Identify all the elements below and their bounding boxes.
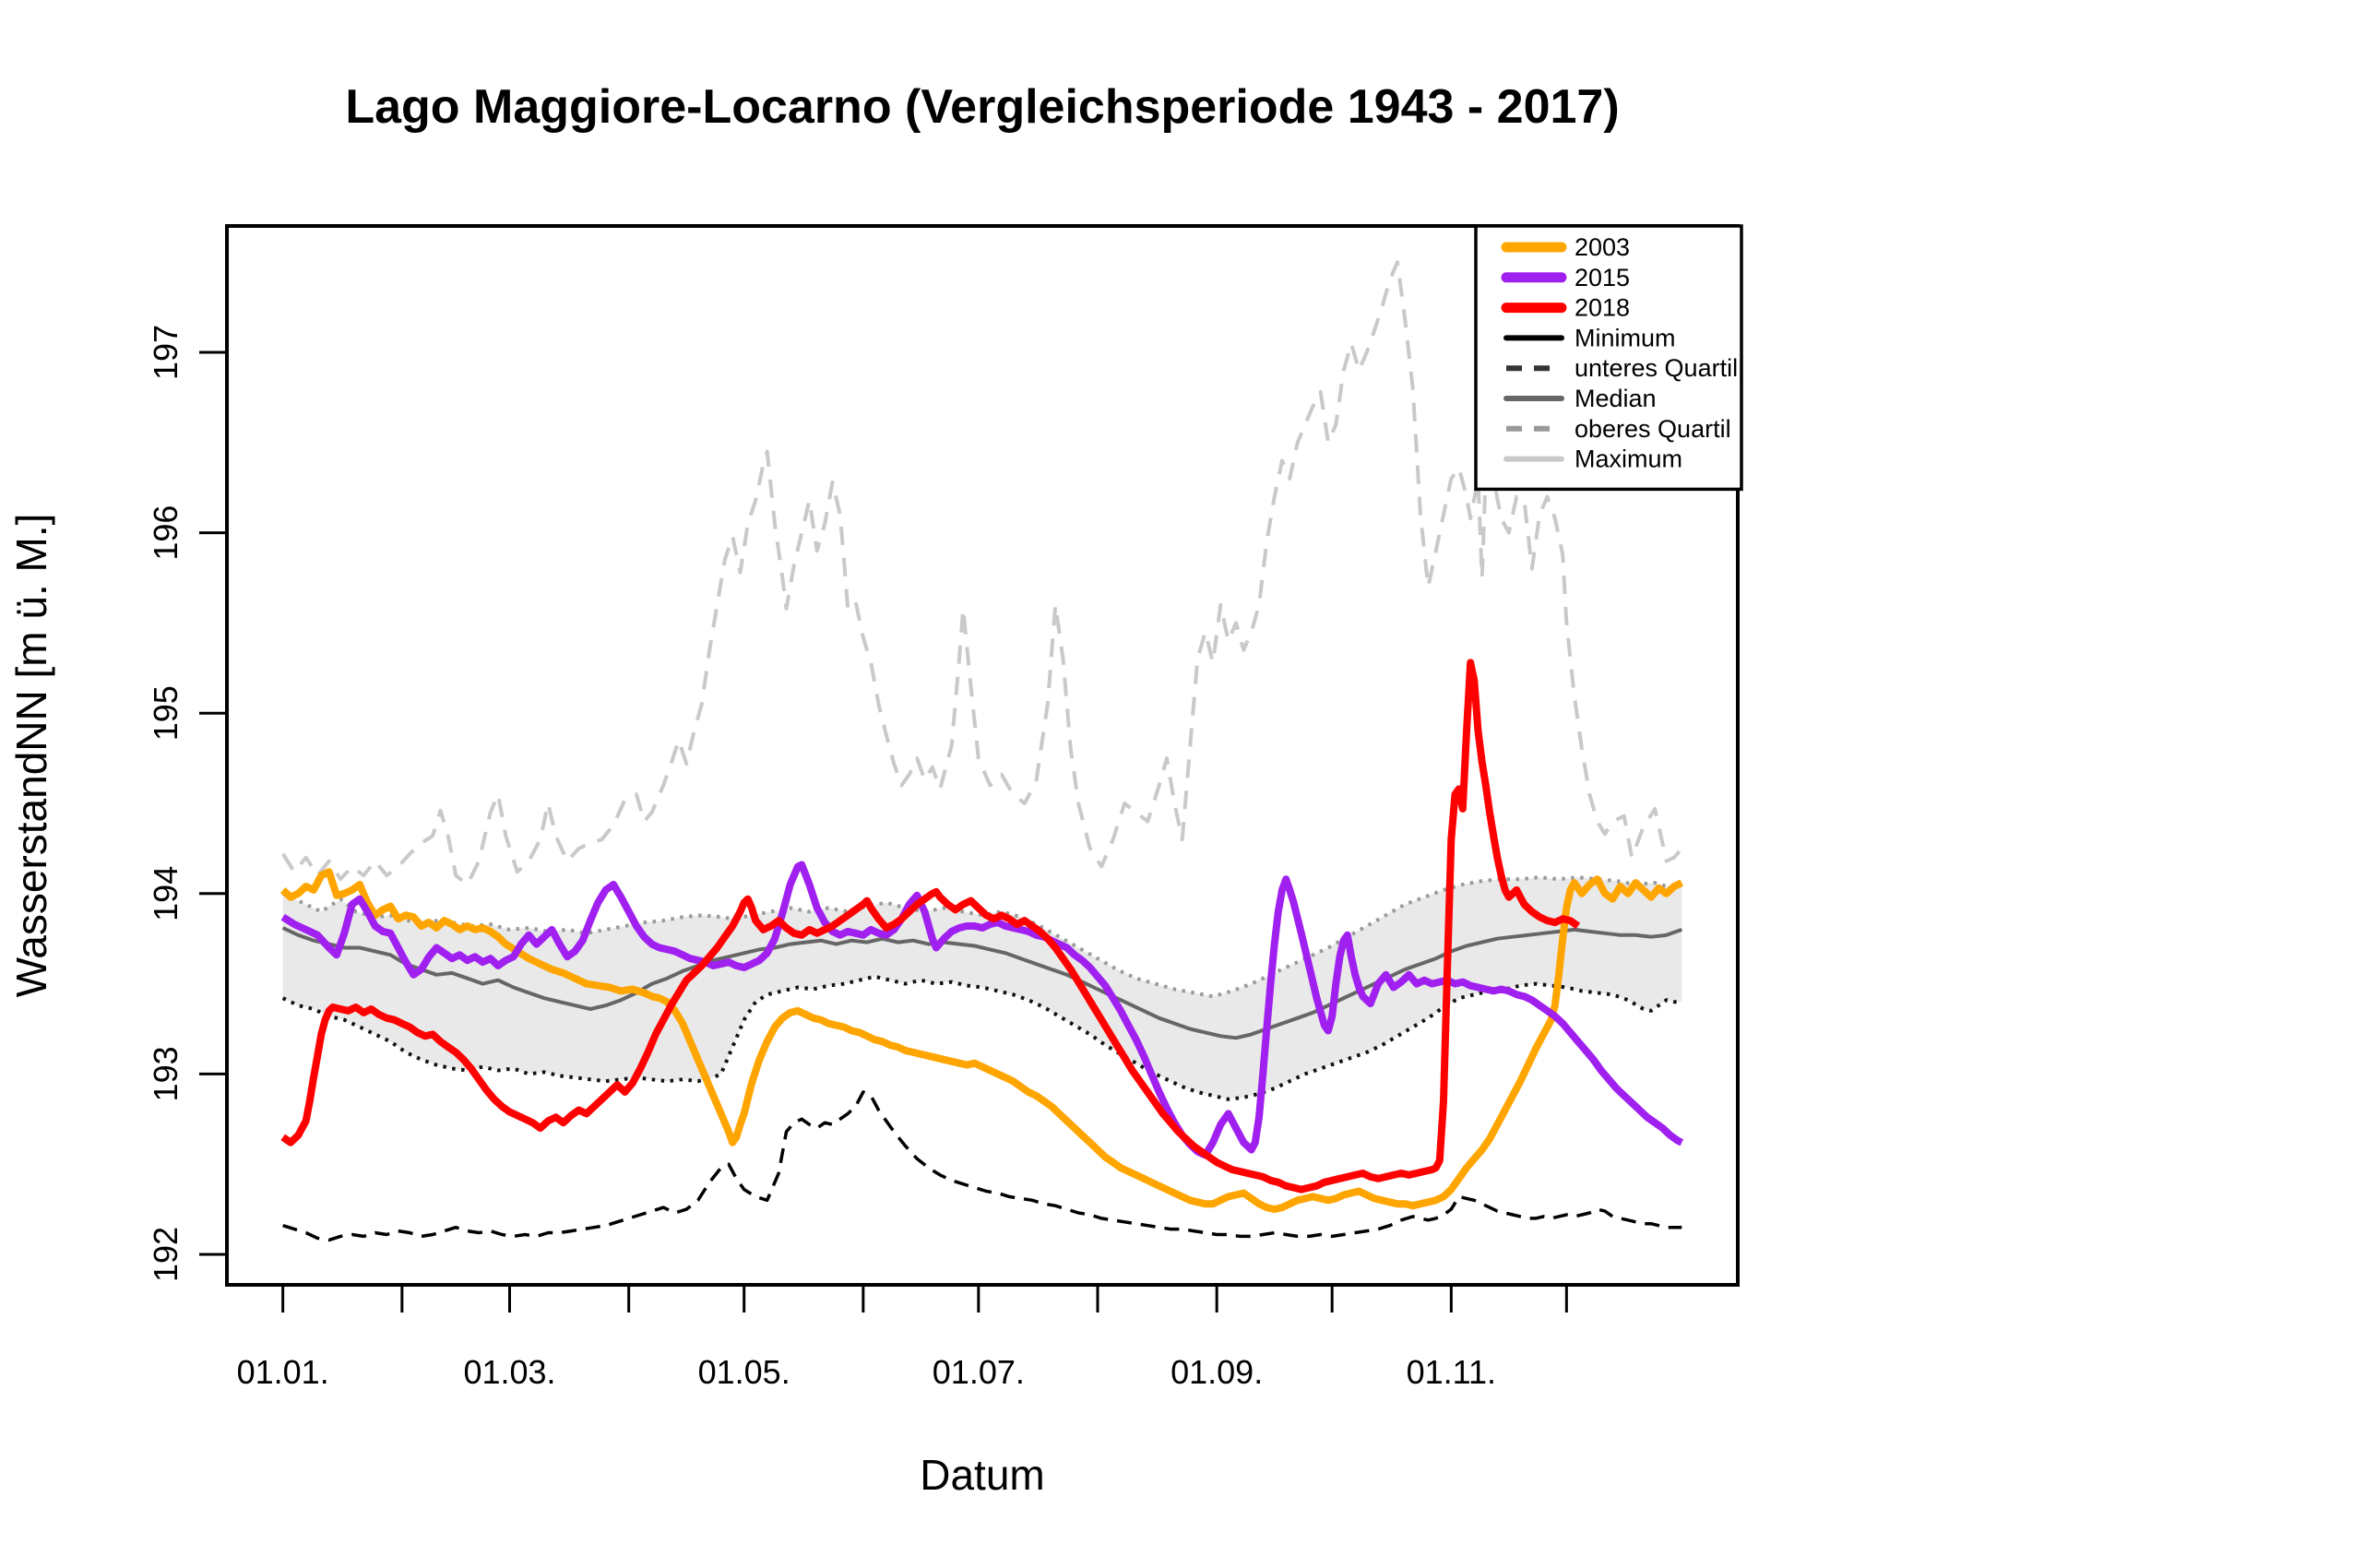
series-maximum-line (281, 260, 1683, 886)
legend-label: 2003 (1575, 233, 1630, 261)
x-axis-label: Datum (920, 1451, 1044, 1499)
plot-border (225, 224, 1740, 1287)
quartile-band (282, 877, 1682, 1099)
legend-label: 2015 (1575, 264, 1630, 291)
x-tick-label: 01.09. (1171, 1353, 1263, 1391)
legend-label: Minimum (1575, 324, 1676, 351)
y-tick-label: 194 (147, 866, 184, 921)
legend-label: Median (1575, 385, 1657, 412)
axes-layer: 192 193 194 195 196 197 01.01. 01.03. 01.05. 01.0… (147, 224, 1740, 1391)
y-tick-label: 197 (147, 325, 184, 380)
y-axis-label: WasserstandNN [m ü. M.] (7, 514, 55, 998)
x-tick-label: 01.01. (237, 1353, 329, 1391)
y-tick-label: 192 (147, 1227, 184, 1282)
series-unteres-quartil-line (281, 974, 1682, 1101)
legend-label: unteres Quartil (1575, 354, 1738, 382)
series-minimum-line (282, 1090, 1682, 1242)
x-tick-label: 01.03. (463, 1353, 555, 1391)
legend-label: Maximum (1575, 445, 1682, 473)
series-y2018-line (280, 659, 1581, 1194)
x-tick-label: 01.11. (1407, 1353, 1496, 1391)
x-tick-label: 01.07. (933, 1353, 1025, 1391)
series-y2015-line (280, 861, 1683, 1159)
legend-label: 2018 (1575, 294, 1630, 322)
series-layer (279, 260, 1684, 1242)
y-tick-label: 196 (147, 505, 184, 561)
band-layer (282, 877, 1682, 1099)
x-tick-label: 01.05. (698, 1353, 790, 1391)
legend-label: oberes Quartil (1575, 415, 1731, 443)
y-tick-label: 193 (147, 1046, 184, 1101)
y-tick-label: 195 (147, 685, 184, 741)
legend-frame (1474, 224, 1743, 492)
chart-title: Lago Maggiore-Locarno (Vergleichsperiode… (345, 80, 1619, 134)
